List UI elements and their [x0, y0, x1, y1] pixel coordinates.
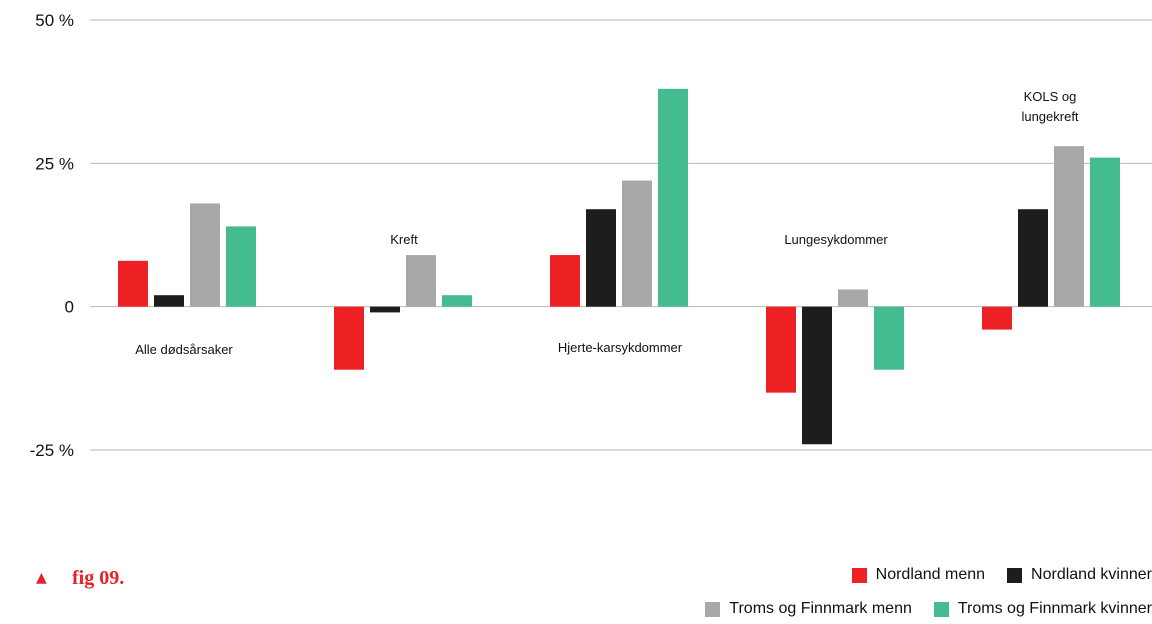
category-label: Lungesykdommer: [784, 232, 888, 247]
y-tick-label: -25 %: [30, 441, 74, 460]
triangle-up-icon: ▲: [36, 570, 47, 586]
category-label: Kreft: [390, 232, 418, 247]
bar-troms-og-finnmark-menn: [406, 255, 436, 307]
y-tick-label: 25 %: [35, 154, 74, 173]
legend-label: Nordland kvinner: [1031, 566, 1152, 583]
bar-troms-og-finnmark-menn: [1054, 146, 1084, 307]
bar-nordland-menn: [982, 306, 1012, 330]
bar-nordland-kvinner: [370, 306, 400, 313]
bar-nordland-kvinner: [154, 295, 184, 307]
category-label: Alle dødsårsaker: [135, 342, 233, 357]
bar-nordland-kvinner: [802, 306, 832, 445]
bar-nordland-kvinner: [586, 209, 616, 307]
legend-swatch: [851, 567, 867, 583]
bar-troms-og-finnmark-menn: [622, 180, 652, 307]
bar-nordland-menn: [118, 260, 148, 307]
legend: Nordland menn Nordland kvinner Troms og …: [552, 563, 1152, 621]
legend-row: Troms og Finnmark menn Troms og Finnmark…: [552, 597, 1152, 621]
y-tick-label: 0: [65, 298, 74, 317]
bar-troms-og-finnmark-kvinner: [658, 88, 688, 307]
legend-swatch: [705, 601, 721, 617]
figure-number: fig 09.: [72, 566, 125, 589]
legend-row: Nordland menn Nordland kvinner: [552, 563, 1152, 587]
legend-item-nordland-menn: Nordland menn: [851, 566, 986, 584]
legend-label: Troms og Finnmark kvinner: [957, 600, 1152, 617]
bar-chart: 50 % 25 % 0 -25 % Alle dødsårsaker Kreft Hjert…: [30, 11, 1152, 460]
bar-troms-og-finnmark-kvinner: [1090, 157, 1120, 307]
legend-item-troms-finnmark-menn: Troms og Finnmark menn: [705, 600, 912, 618]
legend-swatch: [1007, 567, 1023, 583]
legend-label: Nordland menn: [875, 566, 986, 583]
bar-nordland-menn: [766, 306, 796, 393]
bar-troms-og-finnmark-menn: [190, 203, 220, 307]
legend-item-troms-finnmark-kvinner: Troms og Finnmark kvinner: [933, 600, 1152, 618]
bar-troms-og-finnmark-kvinner: [874, 306, 904, 370]
bar-nordland-menn: [550, 255, 580, 307]
category-label: Hjerte-karsykdommer: [558, 340, 683, 355]
y-tick-label: 50 %: [35, 11, 74, 30]
bar-troms-og-finnmark-menn: [838, 289, 868, 307]
legend-swatch: [933, 601, 949, 617]
legend-item-nordland-kvinner: Nordland kvinner: [1007, 566, 1152, 584]
bar-nordland-kvinner: [1018, 209, 1048, 307]
figure-caption: ▲ fig 09.: [36, 566, 124, 590]
bar-nordland-menn: [334, 306, 364, 370]
category-label: KOLS og lungekreft: [1021, 89, 1078, 124]
bar-troms-og-finnmark-kvinner: [226, 226, 256, 307]
legend-label: Troms og Finnmark menn: [729, 600, 912, 617]
bar-troms-og-finnmark-kvinner: [442, 295, 472, 307]
